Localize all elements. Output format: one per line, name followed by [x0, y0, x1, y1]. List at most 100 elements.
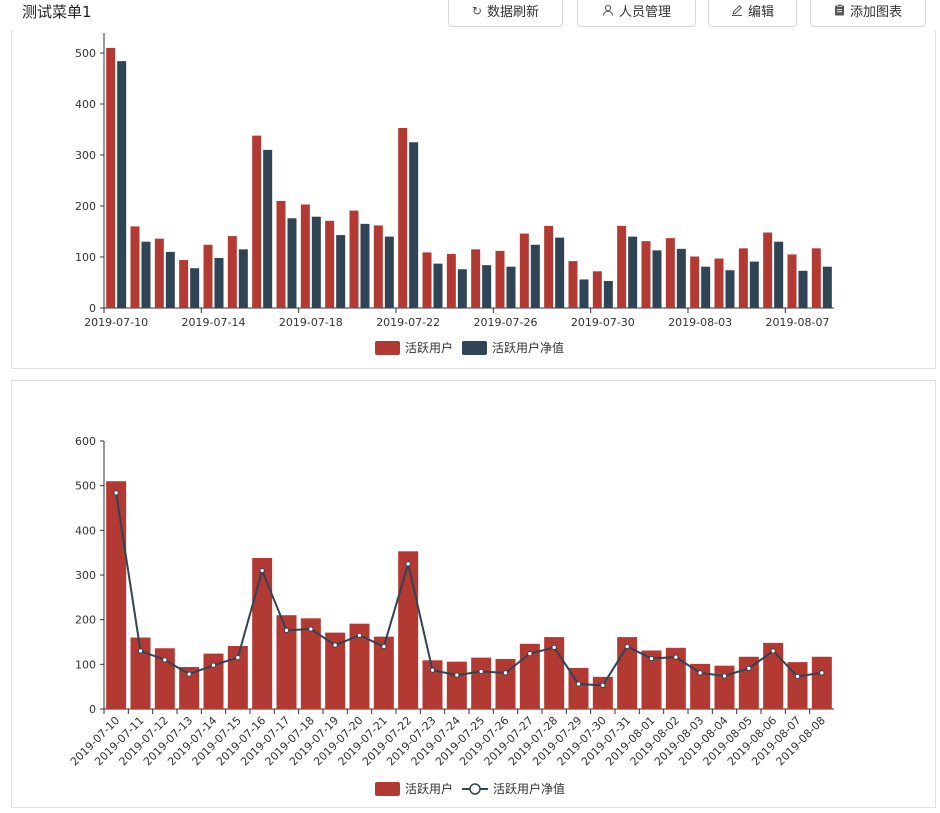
bar-line-chart: 01002003004005006002019-07-102019-07-112…	[68, 435, 834, 796]
user-management-button[interactable]: 人员管理	[577, 0, 696, 27]
bar-active-users	[130, 226, 140, 308]
edit-label: 编辑	[747, 5, 774, 20]
bar-active-users-net	[482, 265, 492, 308]
bar-active-users	[130, 637, 151, 709]
bar-active-users	[373, 225, 383, 308]
line-point-active-users-net	[600, 682, 606, 689]
bar-active-users-net	[165, 251, 175, 308]
bar-active-users-net	[336, 235, 346, 308]
line-point-active-users-net	[648, 655, 655, 662]
line-point-active-users-net	[770, 648, 776, 654]
bar-active-users-net	[238, 249, 248, 308]
line-point-active-users-net	[794, 673, 801, 680]
bar-active-users	[179, 260, 189, 308]
bar-active-users	[811, 656, 832, 709]
bar-active-users	[811, 248, 821, 308]
bar-active-users	[592, 676, 613, 709]
bar-active-users	[422, 660, 443, 709]
line-point-active-users-net	[551, 644, 557, 651]
line-point-active-users-net	[819, 670, 825, 676]
line-point-active-users-net	[697, 670, 703, 676]
line-point-active-users-net	[405, 561, 411, 567]
legend-label-active-users: 活跃用户	[405, 781, 453, 796]
bar-active-users-net	[360, 223, 370, 308]
bar-active-users	[690, 663, 711, 709]
bar-active-users	[300, 204, 310, 308]
refresh-data-label: 数据刷新	[487, 5, 540, 20]
line-point-active-users-net	[721, 673, 728, 679]
bar-active-users-net	[214, 258, 224, 308]
bar-active-users-net	[676, 248, 686, 308]
legend-swatch-active-users-net	[462, 341, 487, 355]
grouped-bar-chart: 0 100 200 300 400 500 2019-07-10 2019-07-14 2019…	[75, 33, 834, 355]
y-tick-label: 100	[75, 251, 96, 264]
line-point-active-users-net	[381, 643, 387, 650]
legend-swatch-active-users	[375, 782, 400, 796]
bar-active-users-net	[117, 61, 127, 308]
edit-button[interactable]: 编辑	[708, 0, 797, 27]
bar-active-users	[446, 253, 456, 308]
bar-active-users-net	[822, 266, 832, 308]
line-active-users-net	[115, 492, 822, 687]
line-point-active-users-net	[308, 626, 314, 632]
bar-active-users	[227, 646, 248, 709]
bar-active-users-net	[287, 218, 297, 308]
y-tick-label: 300	[75, 149, 96, 162]
bar-active-users	[471, 249, 481, 308]
bar-active-users	[617, 225, 627, 308]
user-management-label: 人员管理	[618, 5, 671, 20]
x-tick-label: 2019-07-18	[279, 316, 343, 329]
bar-active-users	[325, 220, 335, 308]
bar-active-users-net	[530, 244, 540, 308]
line-point-active-users-net	[283, 627, 290, 634]
line-point-active-users-net	[624, 643, 630, 650]
bar-active-users-net	[457, 269, 467, 308]
x-tick-label: 2019-07-14	[182, 316, 246, 329]
legend-label-active-users-net: 活跃用户净值	[493, 781, 565, 796]
bar-active-users-net	[774, 241, 784, 308]
bar-active-users	[568, 261, 578, 308]
y-tick-label: 400	[75, 98, 96, 111]
bar-active-users	[276, 615, 297, 709]
line-point-active-users-net	[746, 665, 752, 672]
bar-active-users	[763, 642, 784, 709]
x-tick-label: 2019-07-30	[571, 316, 635, 329]
refresh-icon: ↻	[471, 3, 483, 18]
line-point-active-users-net	[186, 671, 192, 677]
bar-active-users	[179, 667, 200, 709]
line-point-active-users-net	[502, 670, 509, 676]
bar-active-users-net	[141, 241, 151, 308]
line-point-active-users-net	[113, 490, 119, 496]
bar-active-users	[203, 244, 213, 308]
bar-active-users	[714, 665, 735, 709]
bar-active-users	[495, 250, 505, 308]
y-tick-label: 600	[75, 435, 96, 448]
bar-active-users	[252, 558, 273, 709]
y-tick-label: 200	[75, 614, 96, 627]
bar-active-users	[227, 236, 237, 308]
y-tick-label: 0	[89, 302, 96, 315]
add-chart-button[interactable]: 添加图表	[810, 0, 926, 27]
bar-active-users	[544, 225, 554, 308]
bar-active-users	[203, 653, 224, 709]
bar-active-users	[665, 238, 675, 308]
top-toolbar: 测试菜单1 ↻ 数据刷新 人员管理 编辑 添加图表	[0, 0, 940, 30]
refresh-data-button[interactable]: ↻ 数据刷新	[448, 0, 563, 27]
bar-active-users-net	[798, 270, 808, 308]
line-point-active-users-net	[527, 650, 533, 657]
legend-swatch-active-users	[375, 341, 400, 355]
bar-active-users	[519, 643, 540, 709]
bar-active-users-net	[725, 270, 735, 308]
bar-active-users	[787, 254, 797, 308]
y-tick-label: 300	[75, 569, 96, 582]
x-tick-label: 2019-08-07	[766, 316, 830, 329]
bar-active-users	[325, 632, 346, 709]
user-icon	[602, 4, 614, 18]
chart-panel-bar-line: 0 100 200 300 400 500 600 2019-07-10 2019-07-11 2…	[11, 380, 936, 808]
bar-active-users	[519, 233, 529, 308]
bar-active-users	[446, 661, 467, 709]
line-point-active-users-net	[575, 681, 582, 687]
bar-active-users	[592, 271, 602, 308]
bar-active-users	[641, 650, 662, 709]
legend-marker-active-users-net	[469, 783, 481, 795]
